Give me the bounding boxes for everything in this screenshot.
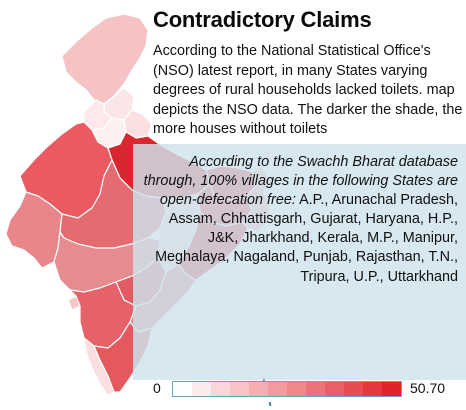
swachh-bharat-note: According to the Swachh Bharat database … xyxy=(138,153,458,287)
legend-step xyxy=(363,382,382,396)
legend-color-scale xyxy=(172,381,402,397)
legend-step xyxy=(306,382,325,396)
state-jammu-kashmir[interactable] xyxy=(61,13,149,105)
legend-step xyxy=(230,382,249,396)
nso-description: According to the National Statistical Of… xyxy=(153,43,463,138)
map-title: Contradictory Claims xyxy=(153,7,372,32)
legend-step xyxy=(173,382,192,396)
legend-step xyxy=(382,382,401,396)
legend-step xyxy=(249,382,268,396)
legend-step xyxy=(287,382,306,396)
swachh-bharat-intro: According to the Swachh Bharat database … xyxy=(143,154,458,209)
legend-step xyxy=(268,382,287,396)
swachh-bharat-panel xyxy=(133,144,466,380)
legend-min-label: 0 xyxy=(153,380,161,396)
legend-step xyxy=(325,382,344,396)
legend-max-label: 50.70 xyxy=(410,380,446,396)
legend-step xyxy=(192,382,211,396)
legend-step xyxy=(211,382,230,396)
odf-state-list: A.P., Arunachal Pradesh, Assam, Chhattis… xyxy=(155,192,458,285)
legend-step xyxy=(344,382,363,396)
